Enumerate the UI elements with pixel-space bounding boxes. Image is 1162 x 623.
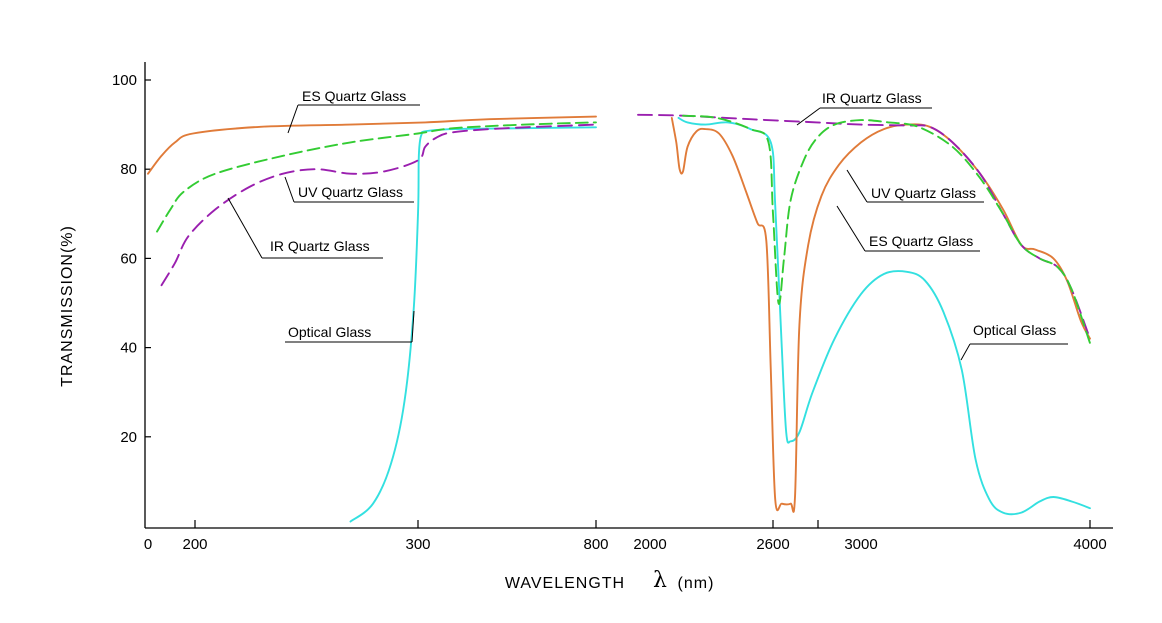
y-tick-label: 80 <box>120 161 137 178</box>
series-es_quartz-right <box>670 116 1091 513</box>
annotation-label: Optical Glass <box>288 324 371 340</box>
axes: 20 40 60 80 100 0 200 300 800 2000 2600 3000 4000 <box>112 62 1113 553</box>
annotation-label: IR Quartz Glass <box>822 90 922 106</box>
annotation-label: UV Quartz Glass <box>298 184 403 200</box>
annotation-leader <box>411 310 415 343</box>
x-tick-label: 3000 <box>844 536 877 553</box>
series-uv_quartz-left <box>156 121 597 233</box>
series-layer <box>147 113 1091 523</box>
x-tick-label: 4000 <box>1073 536 1106 553</box>
y-tick-label: 100 <box>112 72 137 89</box>
annotation-leader <box>836 205 866 252</box>
y-tick-label: 60 <box>120 250 137 267</box>
x-axis-lambda: λ <box>653 568 667 593</box>
x-tick-label: 2000 <box>633 536 666 553</box>
x-tick-label: 0 <box>144 536 152 553</box>
annotation-layer: ES Quartz Glass UV Quartz Glass IR Quartz … <box>227 88 1068 361</box>
x-tick-label: 2600 <box>756 536 789 553</box>
x-axis-unit: (nm) <box>678 575 715 592</box>
annotation-leader <box>287 104 299 134</box>
annotation-leader <box>796 107 821 126</box>
y-tick-label: 20 <box>120 429 137 446</box>
x-axis-title: WAVELENGTH <box>505 575 625 592</box>
series-ir_quartz-right <box>637 113 1091 340</box>
series-ir_quartz-left <box>160 123 597 287</box>
series-uv_quartz-right <box>682 114 1091 345</box>
x-tick-label: 800 <box>583 536 608 553</box>
x-tick-label: 200 <box>182 536 207 553</box>
annotation-label: UV Quartz Glass <box>871 185 976 201</box>
annotation-leader <box>227 197 263 259</box>
x-tick-label: 300 <box>405 536 430 553</box>
annotation-leader <box>846 169 868 203</box>
y-tick-label: 40 <box>120 340 137 357</box>
annotation-label: IR Quartz Glass <box>270 238 370 254</box>
label-layer: TRANSMISSION(%) WAVELENGTH λ (nm) <box>59 225 715 593</box>
annotation-label: ES Quartz Glass <box>302 88 406 104</box>
annotation-leader <box>284 176 295 203</box>
annotation-label: Optical Glass <box>973 322 1056 338</box>
annotation-label: ES Quartz Glass <box>869 233 973 249</box>
y-axis-title: TRANSMISSION(%) <box>59 225 76 387</box>
annotation-leader <box>960 343 971 361</box>
series-es_quartz-left <box>147 115 597 175</box>
